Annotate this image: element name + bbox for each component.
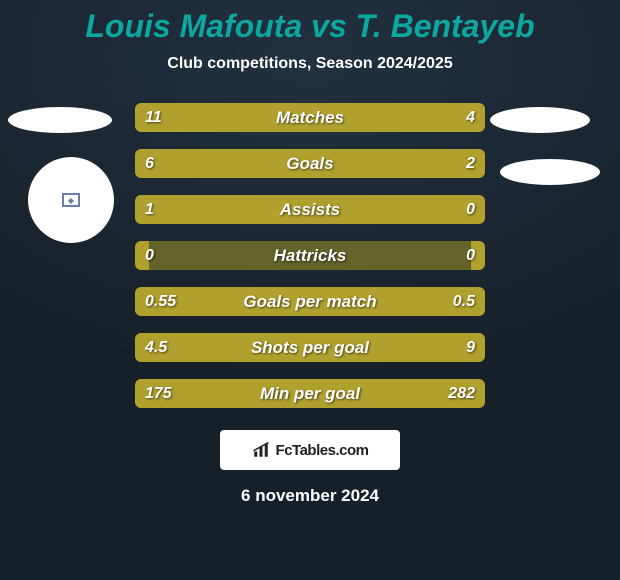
stat-value-right: 2 (466, 149, 475, 178)
player-avatar-right-placeholder (490, 107, 590, 133)
stat-label: Assists (135, 195, 485, 224)
stat-label: Goals (135, 149, 485, 178)
player-avatar-left-placeholder (8, 107, 112, 133)
stat-label: Min per goal (135, 379, 485, 408)
stat-label: Goals per match (135, 287, 485, 316)
stat-bar: 4.5Shots per goal9 (135, 333, 485, 362)
stat-bars: 11Matches46Goals21Assists00Hattricks00.5… (135, 103, 485, 408)
brand-text: FcTables.com (276, 442, 369, 459)
page-title: Louis Mafouta vs T. Bentayeb (0, 0, 620, 45)
stat-value-right: 0.5 (453, 287, 475, 316)
comparison-card: Louis Mafouta vs T. Bentayeb Club compet… (0, 0, 620, 580)
stat-bar: 0Hattricks0 (135, 241, 485, 270)
footer-date: 6 november 2024 (0, 486, 620, 506)
stat-value-right: 0 (466, 195, 475, 224)
stat-label: Shots per goal (135, 333, 485, 362)
stat-value-right: 4 (466, 103, 475, 132)
stat-bar: 6Goals2 (135, 149, 485, 178)
stat-bar: 11Matches4 (135, 103, 485, 132)
stat-value-right: 0 (466, 241, 475, 270)
stat-label: Matches (135, 103, 485, 132)
page-subtitle: Club competitions, Season 2024/2025 (0, 55, 620, 73)
body-area: ◆ 11Matches46Goals21Assists00Hattricks00… (0, 103, 620, 506)
stat-label: Hattricks (135, 241, 485, 270)
brand-logo: FcTables.com (252, 441, 369, 459)
stat-value-right: 282 (448, 379, 475, 408)
club-badge-left-inner-icon: ◆ (62, 193, 80, 207)
brand-footer-box: FcTables.com (220, 430, 400, 470)
stat-value-right: 9 (466, 333, 475, 362)
stat-bar: 0.55Goals per match0.5 (135, 287, 485, 316)
stat-bar: 175Min per goal282 (135, 379, 485, 408)
bar-chart-icon (252, 441, 270, 459)
club-avatar-right-placeholder (500, 159, 600, 185)
club-badge-left: ◆ (28, 157, 114, 243)
stat-bar: 1Assists0 (135, 195, 485, 224)
